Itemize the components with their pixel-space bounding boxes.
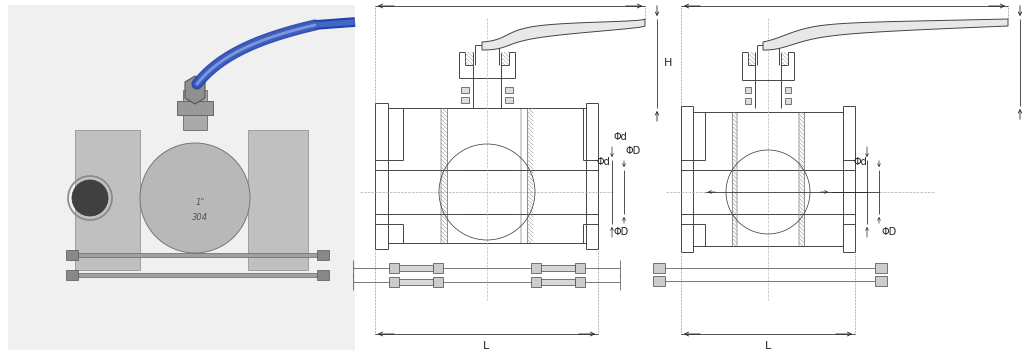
Bar: [248, 130, 308, 270]
Bar: [531, 263, 541, 273]
Bar: [539, 265, 575, 271]
Polygon shape: [763, 19, 1008, 50]
Polygon shape: [482, 19, 645, 50]
Text: ΦD: ΦD: [881, 227, 896, 237]
Bar: [389, 263, 399, 273]
Text: L: L: [483, 341, 489, 351]
Bar: [531, 277, 541, 287]
Bar: [505, 97, 513, 103]
Bar: [575, 277, 585, 287]
Bar: [874, 276, 887, 286]
Bar: [785, 87, 791, 93]
Bar: [389, 277, 399, 287]
Circle shape: [140, 143, 250, 253]
Bar: [66, 270, 78, 280]
Text: ΦD: ΦD: [614, 227, 630, 237]
Bar: [505, 87, 513, 93]
Text: L: L: [765, 341, 771, 351]
Bar: [75, 130, 140, 270]
Bar: [874, 263, 887, 273]
Bar: [397, 265, 433, 271]
Bar: [745, 87, 751, 93]
Text: Φd: Φd: [614, 132, 628, 142]
Text: Φd: Φd: [596, 157, 610, 167]
Bar: [317, 270, 329, 280]
Bar: [75, 253, 319, 257]
Bar: [433, 277, 443, 287]
Bar: [653, 276, 665, 286]
Bar: [785, 98, 791, 104]
Bar: [8, 5, 355, 350]
Bar: [575, 263, 585, 273]
Text: ΦD: ΦD: [626, 146, 641, 156]
Bar: [461, 87, 469, 93]
Circle shape: [72, 180, 108, 216]
Text: H: H: [664, 58, 673, 68]
Bar: [177, 101, 213, 115]
Bar: [66, 250, 78, 260]
Bar: [317, 250, 329, 260]
Text: 304: 304: [191, 213, 208, 222]
Bar: [183, 90, 207, 130]
Polygon shape: [185, 76, 205, 104]
Bar: [653, 263, 665, 273]
Bar: [433, 263, 443, 273]
Text: 1": 1": [196, 198, 205, 207]
Bar: [75, 273, 319, 277]
Text: Φd: Φd: [853, 157, 867, 167]
Bar: [397, 279, 433, 285]
Bar: [539, 279, 575, 285]
Bar: [461, 97, 469, 103]
Bar: [745, 98, 751, 104]
